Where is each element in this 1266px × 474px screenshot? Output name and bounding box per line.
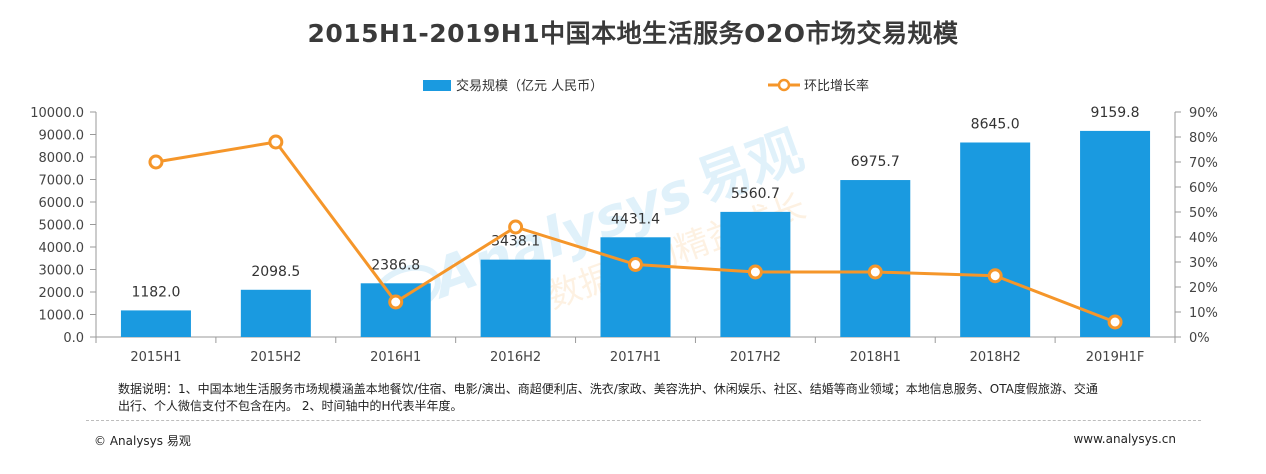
y-left-tick-label: 8000.0 [39, 151, 85, 166]
bar-value-label: 8645.0 [971, 116, 1020, 132]
bar-data-labels: 1182.0 2098.5 2386.8 3438.1 4431.4 5560.7 6975… [131, 105, 1139, 301]
bar [840, 180, 911, 337]
y-left-tick-label: 6000.0 [39, 196, 85, 211]
x-tick-label: 2019H1F [1086, 350, 1145, 365]
y-left-tick-label: 5000.0 [39, 219, 85, 234]
y-left-tick-label: 10000.0 [30, 106, 84, 121]
bar-value-label: 9159.8 [1091, 105, 1140, 121]
y-right-tick-label: 50% [1189, 206, 1218, 221]
growth-rate-point [867, 264, 883, 280]
website-link[interactable]: www.analysys.cn [1073, 432, 1176, 446]
bar-value-label: 2098.5 [251, 264, 300, 280]
y-axis-left-ticks: 0.0 1000.0 2000.0 3000.0 4000.0 5000.0 6000.0 7… [30, 106, 96, 346]
growth-rate-point [987, 268, 1003, 284]
bar-value-label: 2386.8 [371, 257, 420, 273]
y-left-tick-label: 7000.0 [39, 174, 85, 189]
bar-series [120, 130, 1151, 337]
bar [1080, 130, 1151, 337]
y-left-tick-label: 4000.0 [39, 241, 85, 256]
bar-value-label: 5560.7 [731, 186, 780, 202]
y-left-tick-label: 2000.0 [39, 286, 85, 301]
growth-rate-point [628, 257, 643, 272]
line-series [148, 134, 1123, 330]
y-right-tick-label: 70% [1189, 156, 1218, 171]
y-left-tick-label: 1000.0 [39, 309, 85, 324]
bar [240, 289, 311, 337]
y-right-tick-label: 90% [1189, 106, 1218, 121]
y-left-tick-label: 0.0 [63, 331, 84, 346]
y-right-tick-label: 0% [1189, 331, 1210, 346]
growth-rate-point [388, 294, 404, 310]
bar-value-label: 1182.0 [131, 284, 180, 300]
bar [480, 259, 551, 337]
data-note: 数据说明：1、中国本地生活服务市场规模涵盖本地餐饮/住宿、电影/演出、商超便利店… [118, 381, 1198, 415]
x-tick-label: 2017H1 [610, 350, 661, 365]
x-axis-tick-labels: 2015H1 2015H2 2016H1 2016H2 2017H1 2017H2 2018… [95, 337, 1176, 365]
bar [120, 310, 191, 337]
x-tick-label: 2018H1 [850, 350, 901, 365]
bar-value-label: 3438.1 [491, 234, 540, 250]
chart-title: 2015H1-2019H1中国本地生活服务O2O市场交易规模 [307, 19, 959, 48]
legend-line-marker [777, 78, 791, 92]
growth-rate-point [148, 154, 164, 170]
legend: 交易规模（亿元 人民币） 环比增长率 [423, 78, 869, 94]
data-note-line-2: 出行、个人微信支付不包含在内。 2、时间轴中的H代表半年度。 [118, 399, 463, 413]
x-tick-label: 2016H1 [370, 350, 421, 365]
y-right-tick-label: 40% [1189, 231, 1218, 246]
y-axis-right-ticks: 0% 10% 20% 30% 40% 50% 60% 70% 80% 90% [1175, 106, 1218, 346]
footer-divider [86, 420, 1201, 421]
y-right-tick-label: 10% [1189, 306, 1218, 321]
growth-rate-point [508, 219, 524, 235]
bar [360, 283, 431, 337]
y-right-tick-label: 80% [1189, 131, 1218, 146]
legend-bar-label: 交易规模（亿元 人民币） [456, 78, 603, 94]
x-tick-label: 2015H2 [250, 350, 301, 365]
copyright-text: © Analysys 易观 [94, 434, 191, 448]
data-note-line-1: 数据说明：1、中国本地生活服务市场规模涵盖本地餐饮/住宿、电影/演出、商超便利店… [118, 382, 1098, 396]
growth-rate-point [1107, 314, 1123, 330]
bar-value-label: 6975.7 [851, 154, 900, 170]
x-tick-label: 2016H2 [490, 350, 541, 365]
legend-bar-swatch [423, 80, 451, 91]
y-right-tick-label: 30% [1189, 256, 1218, 271]
growth-rate-point [747, 264, 763, 280]
x-tick-label: 2018H2 [970, 350, 1021, 365]
y-right-tick-label: 20% [1189, 281, 1218, 296]
y-left-tick-label: 9000.0 [39, 129, 85, 144]
x-tick-label: 2017H2 [730, 350, 781, 365]
bar [960, 142, 1031, 337]
bar [600, 237, 671, 337]
y-right-tick-label: 60% [1189, 181, 1218, 196]
legend-line-label: 环比增长率 [804, 78, 869, 94]
growth-rate-point [268, 134, 284, 150]
x-tick-label: 2015H1 [130, 350, 181, 365]
bar-value-label: 4431.4 [611, 211, 660, 227]
y-left-tick-label: 3000.0 [39, 264, 85, 279]
